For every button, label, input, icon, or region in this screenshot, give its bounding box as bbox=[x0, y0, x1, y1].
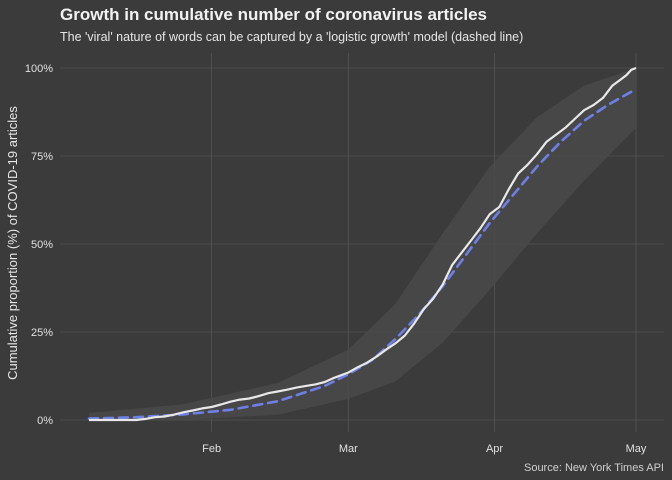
x-tick-label-2: Apr bbox=[486, 443, 503, 455]
x-tick-label-3: May bbox=[626, 443, 647, 455]
confidence-band-layer bbox=[89, 68, 636, 420]
y-axis-label: Cumulative proportion (%) of COVID-19 ar… bbox=[5, 106, 20, 380]
y-tick-label-1: 25% bbox=[31, 327, 53, 339]
y-tick-label-3: 75% bbox=[31, 151, 53, 163]
x-tick-label-0: Feb bbox=[202, 443, 221, 455]
y-tick-label-2: 50% bbox=[31, 239, 53, 251]
observed-line-layer bbox=[89, 66, 637, 422]
x-tick-label-1: Mar bbox=[339, 443, 358, 455]
observed-series-line bbox=[89, 66, 637, 422]
x-tick-labels: Feb Mar Apr May bbox=[202, 443, 647, 455]
chart-title: Growth in cumulative number of coronavir… bbox=[60, 5, 487, 24]
y-tick-label-0: 0% bbox=[37, 415, 53, 427]
y-tick-label-4: 100% bbox=[25, 63, 53, 75]
confidence-band bbox=[89, 68, 636, 420]
y-tick-labels: 0% 25% 50% 75% 100% bbox=[25, 63, 53, 427]
chart-subtitle: The 'viral' nature of words can be captu… bbox=[60, 30, 524, 44]
source-caption: Source: New York Times API bbox=[523, 462, 664, 474]
